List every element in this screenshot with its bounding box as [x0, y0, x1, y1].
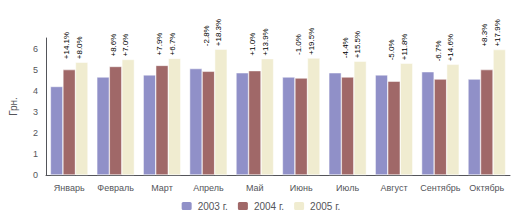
svg-text:+11.8%: +11.8% — [400, 34, 409, 61]
svg-text:-6.7%: -6.7% — [434, 40, 443, 61]
svg-text:0: 0 — [33, 170, 38, 180]
svg-text:+1.0%: +1.0% — [248, 33, 257, 56]
svg-text:+19.5%: +19.5% — [307, 28, 316, 55]
svg-text:2005 г.: 2005 г. — [310, 201, 340, 212]
svg-text:Февраль: Февраль — [97, 183, 134, 193]
svg-text:+15.5%: +15.5% — [353, 31, 362, 58]
svg-text:Сентябрь: Сентябрь — [420, 183, 461, 193]
svg-text:1: 1 — [33, 149, 38, 159]
svg-text:Июнь: Июнь — [290, 183, 313, 193]
svg-text:6: 6 — [33, 44, 38, 54]
svg-text:+13.9%: +13.9% — [261, 28, 270, 55]
svg-text:Грн.: Грн. — [8, 97, 19, 116]
svg-text:+18.3%: +18.3% — [214, 19, 223, 46]
svg-text:Июль: Июль — [336, 183, 359, 193]
svg-text:-2.8%: -2.8% — [202, 25, 211, 46]
svg-text:2: 2 — [33, 128, 38, 138]
svg-text:+8.6%: +8.6% — [109, 34, 118, 57]
svg-text:2003 г.: 2003 г. — [198, 201, 228, 212]
svg-text:-1.0%: -1.0% — [294, 34, 303, 55]
svg-text:+17.9%: +17.9% — [493, 19, 502, 46]
svg-text:Август: Август — [380, 183, 407, 193]
svg-text:5: 5 — [33, 65, 38, 75]
svg-text:+14.1%: +14.1% — [62, 32, 71, 59]
svg-text:Май: Май — [246, 183, 264, 193]
svg-text:Январь: Январь — [54, 183, 85, 193]
svg-text:+7.0%: +7.0% — [121, 34, 130, 57]
svg-text:Март: Март — [151, 183, 173, 193]
svg-text:+8.3%: +8.3% — [480, 24, 489, 47]
svg-text:4: 4 — [33, 86, 38, 96]
svg-text:-5.0%: -5.0% — [387, 39, 396, 60]
svg-text:+14.6%: +14.6% — [446, 34, 455, 61]
svg-text:3: 3 — [33, 107, 38, 117]
svg-text:+8.0%: +8.0% — [75, 36, 84, 59]
svg-text:+7.9%: +7.9% — [155, 33, 164, 56]
svg-text:Апрель: Апрель — [193, 183, 224, 193]
svg-text:Октябрь: Октябрь — [469, 183, 504, 193]
svg-text:+6.7%: +6.7% — [168, 33, 177, 56]
svg-text:-4.4%: -4.4% — [341, 37, 350, 58]
svg-text:2004 г.: 2004 г. — [254, 201, 284, 212]
